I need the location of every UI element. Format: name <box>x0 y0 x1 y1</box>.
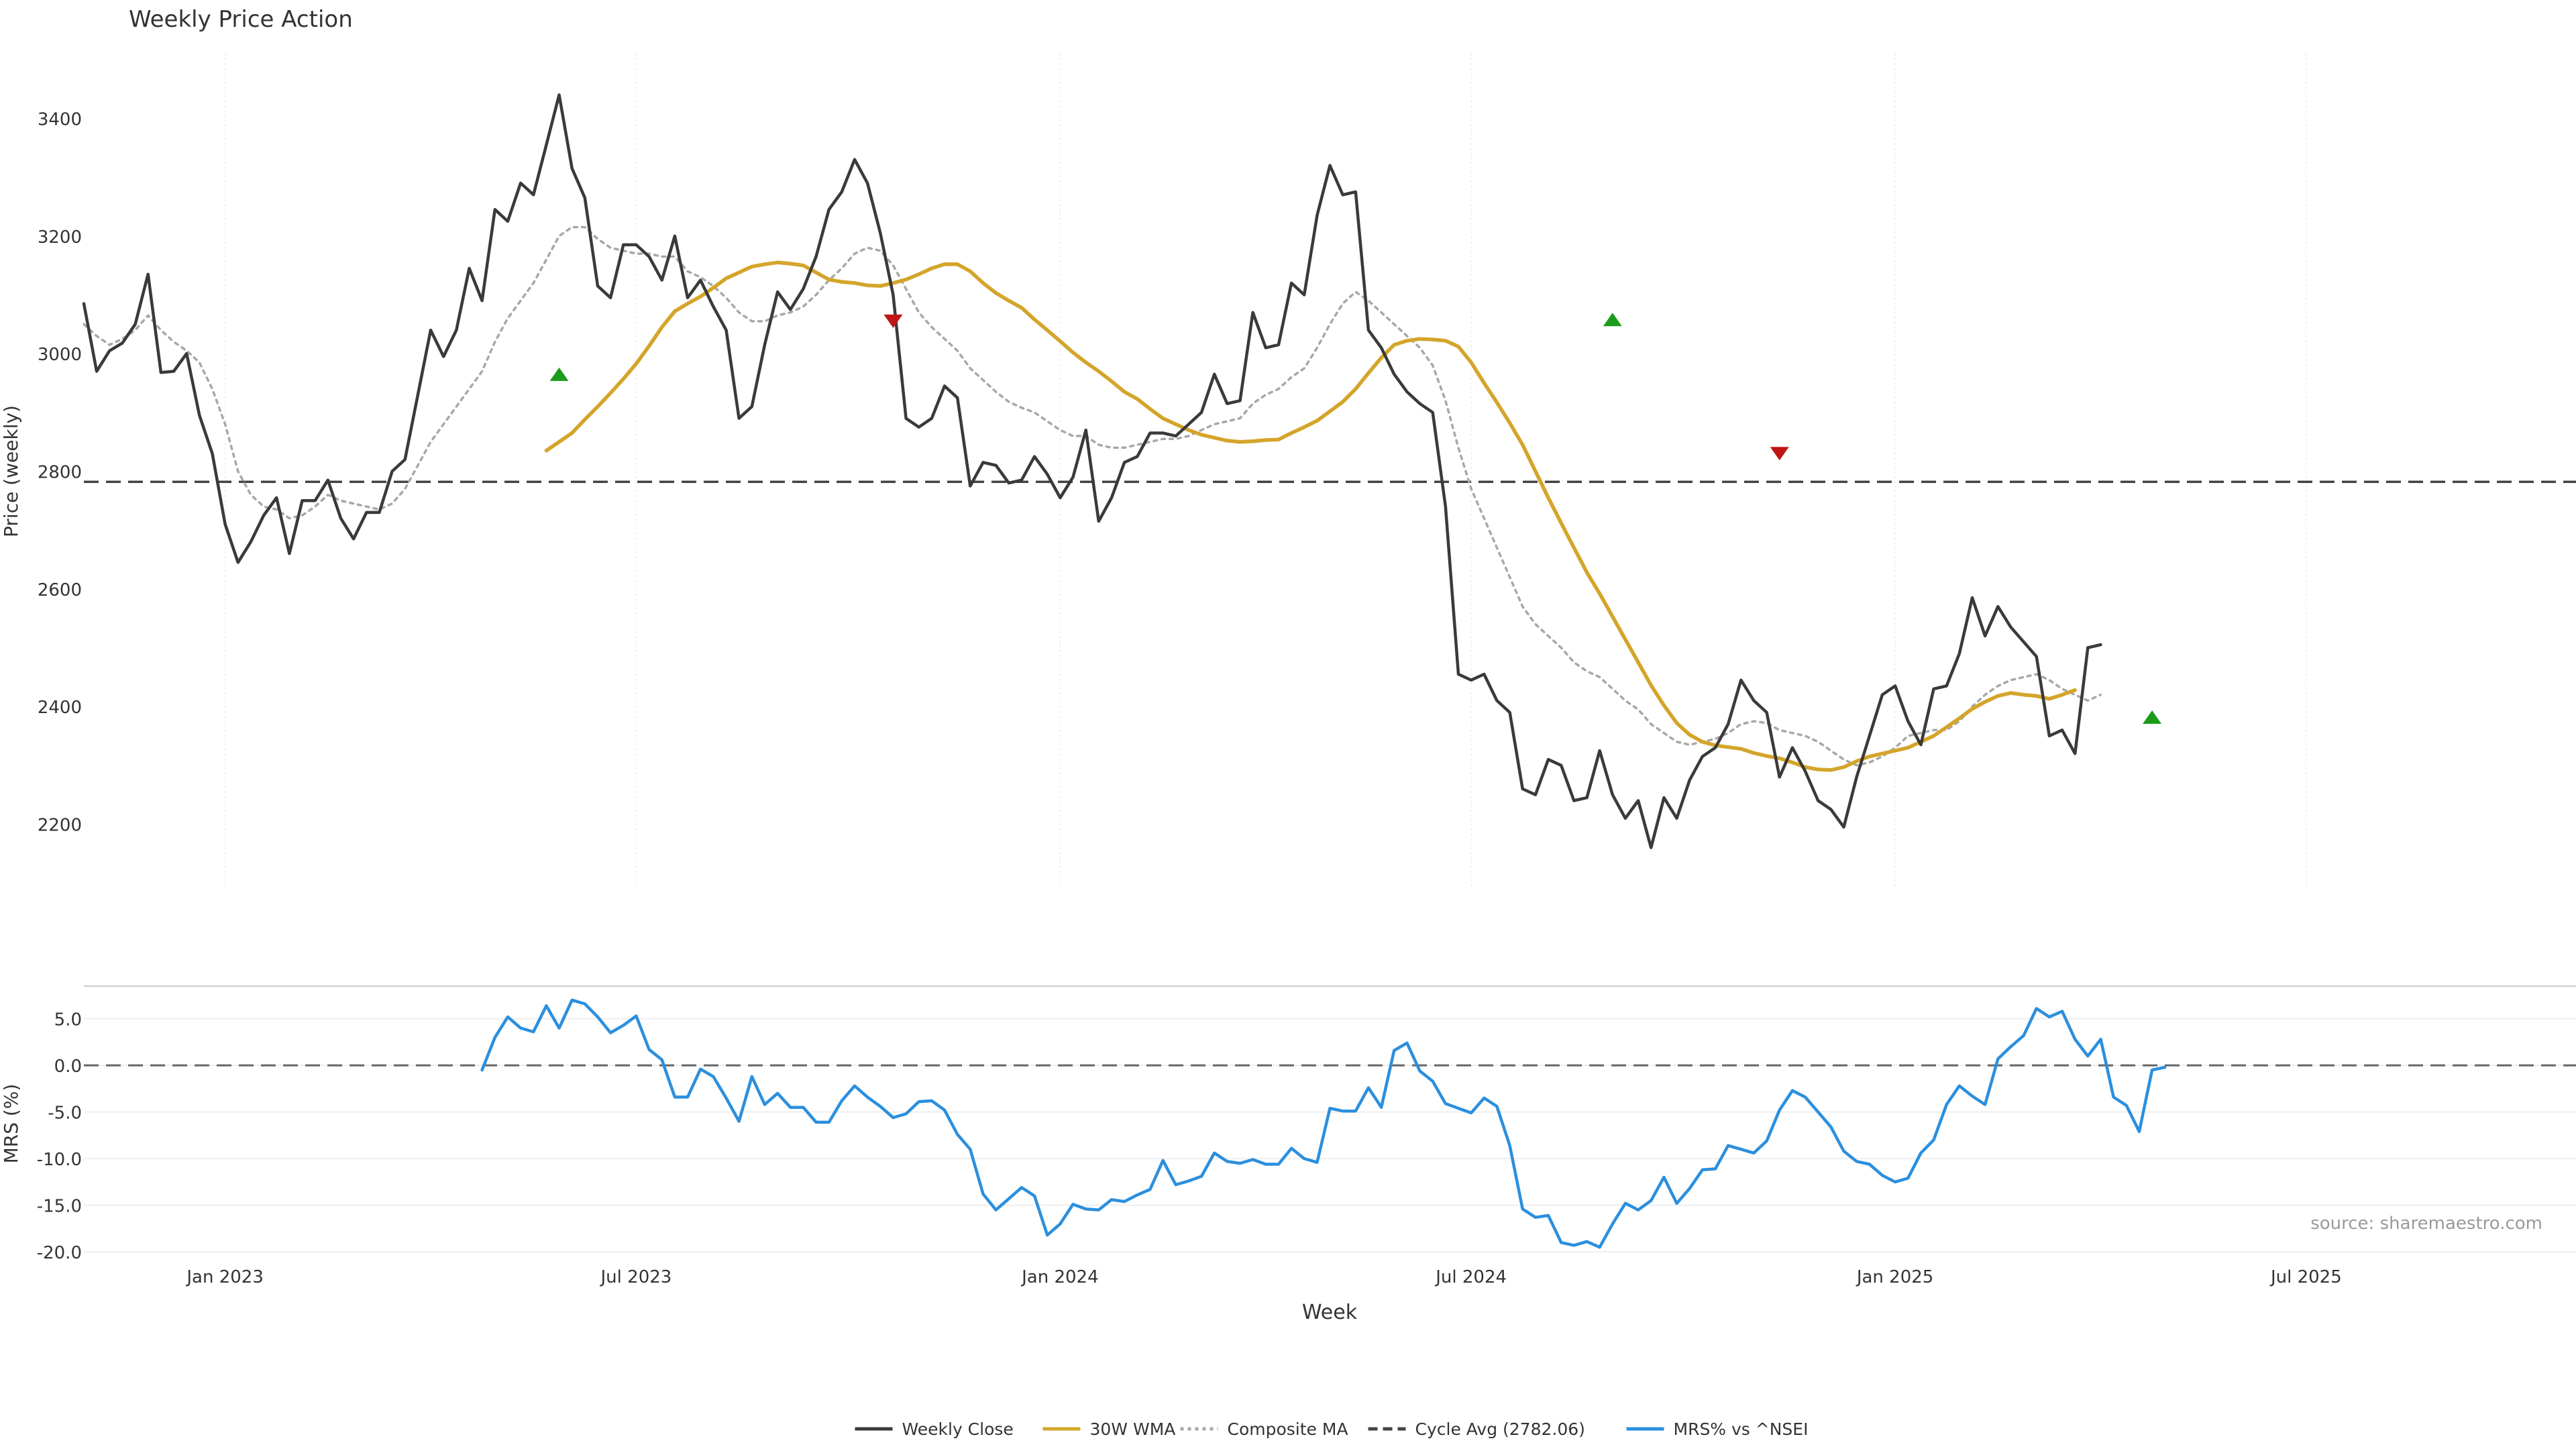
mrs-y-tick-label: 5.0 <box>54 1010 82 1030</box>
legend-label-cycle-avg-2782-06: Cycle Avg (2782.06) <box>1415 1419 1585 1439</box>
mrs-y-tick-label: -5.0 <box>48 1104 82 1124</box>
mrs-vs-nsei-line <box>480 998 2167 1249</box>
price-y-tick-label: 2200 <box>38 816 82 836</box>
buy-signal-marker-2 <box>1603 313 1622 327</box>
price-panel: 2200 2400 2600 2800 3000 3200 3400 Price (weekl… <box>0 54 2576 889</box>
buy-signal-marker-0 <box>549 367 569 381</box>
x-tick-label: Jan 2024 <box>1020 1267 1099 1287</box>
legend-label-composite-ma: Composite MA <box>1228 1419 1348 1439</box>
price-y-tick-label: 3000 <box>38 345 82 365</box>
x-tick-label: Jan 2023 <box>185 1267 264 1287</box>
legend: Weekly Close 30W WMA Composite MA Cycle Avg… <box>855 1419 1809 1439</box>
x-tick-label: Jan 2025 <box>1856 1267 1934 1287</box>
legend-label-weekly-close: Weekly Close <box>902 1419 1014 1439</box>
buy-signal-marker-4 <box>2143 710 2162 724</box>
mrs-y-tick-label: -20.0 <box>37 1243 82 1263</box>
sell-signal-marker-3 <box>1770 447 1789 461</box>
sell-signal-marker-1 <box>883 314 903 328</box>
price-y-axis-label: Price (weekly) <box>0 405 22 537</box>
price-chart-title: Weekly Price Action <box>129 6 353 33</box>
mrs-panel: 5.0 0.0 -5.0 -10.0 -15.0 -20.0 MRS (%) Jan 2023… <box>0 985 2576 1287</box>
x-axis-label: Week <box>1302 1301 1358 1324</box>
x-tick-label: Jul 2025 <box>2269 1267 2342 1287</box>
legend-label-30w-wma: 30W WMA <box>1090 1419 1176 1439</box>
price-y-tick-label: 3200 <box>38 227 82 248</box>
price-y-tick-label: 2400 <box>38 698 82 718</box>
legend-label-mrs-vs-nsei: MRS% vs ^NSEI <box>1674 1419 1809 1439</box>
mrs-source-annotation: source: sharemaestro.com <box>2310 1214 2542 1234</box>
x-tick-label: Jul 2023 <box>600 1267 672 1287</box>
mrs-y-tick-label: -10.0 <box>37 1150 82 1170</box>
30w-wma-line <box>544 260 2077 772</box>
price-y-tick-label: 3400 <box>38 109 82 129</box>
mrs-y-tick-label: -15.0 <box>37 1197 82 1217</box>
weekly-close-line <box>82 93 2102 849</box>
mrs-y-axis-label: MRS (%) <box>0 1084 22 1164</box>
price-y-tick-label: 2800 <box>38 463 82 483</box>
mrs-y-tick-label: 0.0 <box>54 1057 82 1077</box>
price-y-tick-label: 2600 <box>38 580 82 600</box>
x-tick-label: Jul 2024 <box>1434 1267 1507 1287</box>
composite-ma-line <box>83 225 2102 767</box>
